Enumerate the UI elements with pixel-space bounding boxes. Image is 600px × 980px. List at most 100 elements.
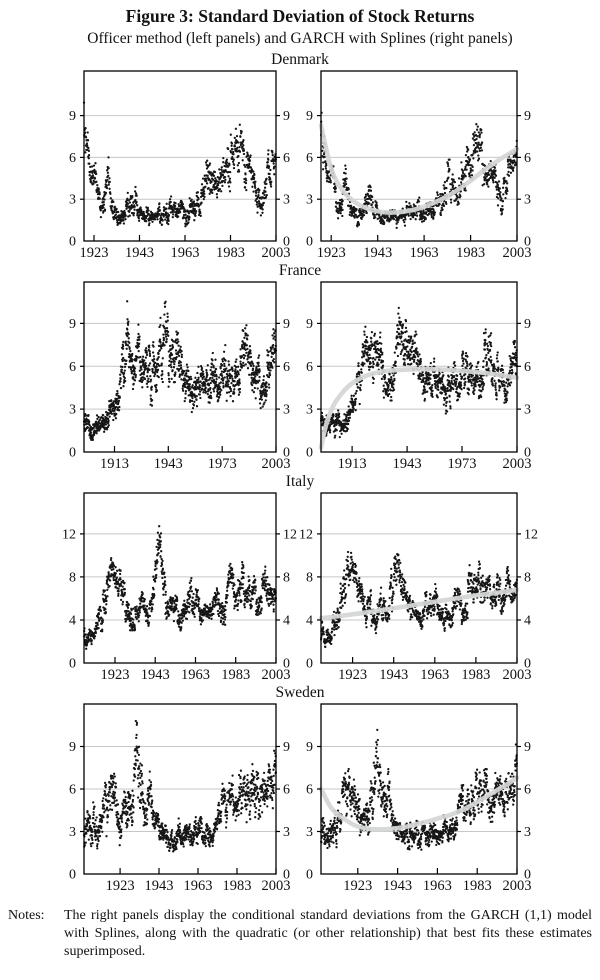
x-tick-label: 1963 (410, 245, 439, 261)
y-tick-label: 3 (306, 193, 313, 208)
x-tick-label: 1963 (420, 667, 449, 683)
panel-frame-denmark-left (83, 70, 277, 242)
y-tick-label: 3 (283, 403, 290, 418)
y-tick-label: 12 (62, 527, 76, 542)
x-tick-label: 2003 (503, 667, 532, 683)
panel-frame-france-left (83, 281, 277, 453)
x-tick-label: 1943 (383, 878, 412, 894)
y-tick-label: 0 (524, 235, 531, 250)
y-tick-label: 3 (524, 825, 531, 840)
fit-curve-italy-right (318, 587, 520, 621)
y-tick-label: 0 (524, 868, 531, 883)
y-tick-label: 9 (69, 109, 76, 124)
y-tick-label: 9 (306, 317, 313, 332)
y-tick-label: 6 (524, 783, 531, 798)
y-tick-label: 6 (306, 360, 313, 375)
y-tick-label: 6 (306, 783, 313, 798)
y-tick-label: 4 (283, 614, 290, 629)
scatter-points-italy-right (319, 550, 519, 649)
figure-row-france: France 1913 1943 1973 2003 0 0 3 3 6 6 9 9 1913 1943 19… (0, 262, 600, 473)
x-tick-label: 1983 (223, 878, 252, 894)
x-tick-label: 1963 (184, 878, 213, 894)
y-tick-label: 12 (299, 527, 313, 542)
y-tick-label: 0 (306, 657, 313, 672)
y-tick-label: 0 (69, 868, 76, 883)
x-tick-label: 2003 (503, 456, 532, 472)
y-tick-label: 4 (306, 614, 313, 629)
y-tick-label: 4 (69, 614, 76, 629)
figure-subtitle: Officer method (left panels) and GARCH w… (87, 30, 513, 47)
x-tick-label: 1923 (106, 878, 135, 894)
x-tick-label: 1983 (456, 245, 485, 261)
x-tick-label: 1983 (216, 245, 245, 261)
x-tick-label: 2003 (262, 245, 291, 261)
scatter-points-france-left (82, 300, 278, 442)
figure-title: Figure 3: Standard Deviation of Stock Re… (125, 6, 475, 26)
y-tick-label: 3 (306, 403, 313, 418)
y-tick-label: 9 (283, 109, 290, 124)
figure-row-denmark: Denmark 1923 1943 1963 1983 2003 0 0 3 3 6 6 9 9 1923 1… (0, 51, 600, 262)
y-tick-label: 6 (283, 360, 290, 375)
x-tick-label: 1973 (208, 456, 237, 472)
x-tick-label: 1923 (338, 667, 367, 683)
y-tick-label: 6 (69, 151, 76, 166)
x-tick-label: 1963 (171, 245, 200, 261)
y-tick-label: 0 (69, 657, 76, 672)
y-tick-label: 3 (69, 825, 76, 840)
x-tick-label: 1923 (343, 878, 372, 894)
notes-text: The right panels display the conditional… (64, 908, 592, 959)
y-tick-label: 3 (69, 193, 76, 208)
country-title-france: France (278, 262, 322, 279)
x-tick-label: 1983 (221, 667, 250, 683)
x-tick-label: 1963 (181, 667, 210, 683)
y-tick-label: 0 (524, 657, 531, 672)
x-tick-label: 2003 (262, 456, 291, 472)
x-tick-label: 1943 (145, 878, 174, 894)
y-tick-label: 9 (524, 740, 531, 755)
y-tick-label: 0 (283, 868, 290, 883)
y-tick-label: 12 (524, 527, 538, 542)
y-tick-label: 0 (524, 446, 531, 461)
y-tick-label: 9 (524, 109, 531, 124)
y-tick-label: 6 (524, 360, 531, 375)
country-title-sweden: Sweden (275, 684, 325, 701)
y-tick-label: 9 (306, 740, 313, 755)
x-tick-label: 1913 (100, 456, 129, 472)
y-tick-label: 9 (306, 109, 313, 124)
x-tick-label: 1943 (125, 245, 154, 261)
x-tick-label: 1973 (448, 456, 477, 472)
fit-curve-denmark-right (318, 123, 520, 215)
x-tick-label: 1943 (154, 456, 183, 472)
fit-curve-france-right (318, 366, 520, 450)
figure-rows: Denmark 1923 1943 1963 1983 2003 0 0 3 3 6 6 9 9 1923 1… (0, 51, 600, 895)
fit-curve-sweden-right (318, 775, 520, 832)
notes-label: Notes: (8, 908, 45, 923)
y-tick-label: 0 (283, 446, 290, 461)
x-tick-label: 1923 (101, 667, 130, 683)
y-tick-label: 9 (69, 740, 76, 755)
x-tick-label: 1943 (379, 667, 408, 683)
y-tick-label: 6 (283, 151, 290, 166)
x-tick-label: 1983 (461, 667, 490, 683)
y-tick-label: 0 (283, 235, 290, 250)
y-tick-label: 6 (283, 783, 290, 798)
y-tick-label: 8 (69, 570, 76, 585)
y-tick-label: 6 (524, 151, 531, 166)
x-tick-label: 2003 (262, 878, 291, 894)
y-tick-label: 9 (283, 740, 290, 755)
panel-frame-denmark-right (320, 70, 518, 242)
y-tick-label: 0 (306, 868, 313, 883)
x-tick-label: 2003 (503, 878, 532, 894)
y-tick-label: 8 (283, 570, 290, 585)
y-tick-label: 3 (524, 193, 531, 208)
y-tick-label: 6 (69, 783, 76, 798)
x-tick-label: 2003 (262, 667, 291, 683)
y-tick-label: 0 (283, 657, 290, 672)
y-tick-label: 9 (283, 317, 290, 332)
y-tick-label: 3 (69, 403, 76, 418)
x-tick-label: 1923 (317, 245, 346, 261)
